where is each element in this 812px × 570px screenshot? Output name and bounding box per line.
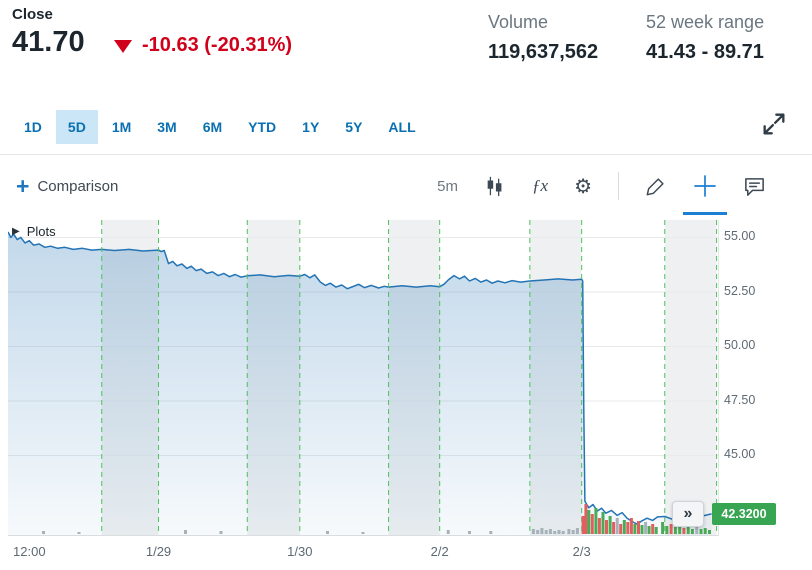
volume-bars <box>42 504 711 534</box>
pencil-icon <box>646 178 664 196</box>
y-tick-label: 52.50 <box>724 283 756 298</box>
tab-1y[interactable]: 1Y <box>302 119 320 135</box>
x-tick-label: 2/3 <box>572 544 591 559</box>
chart-toolbar: + Comparison 5m ƒx ⚙ <box>0 155 812 217</box>
crosshair-icon <box>694 175 716 197</box>
52-week-range-stat: 52 week range 41.43 - 89.71 <box>646 12 764 64</box>
tab-1m[interactable]: 1M <box>111 119 132 135</box>
candlestick-icon <box>487 176 502 197</box>
settings-button[interactable]: ⚙ <box>574 155 592 217</box>
price-change: -10.63 (-20.31%) <box>142 34 293 56</box>
active-tool-underline <box>683 212 727 215</box>
tool-group: 5m ƒx ⚙ <box>437 155 766 217</box>
chart-style-button[interactable] <box>484 155 506 217</box>
gear-icon: ⚙ <box>574 175 592 198</box>
plots-toggle[interactable]: ▶ Plots <box>12 224 56 239</box>
volume-value: 119,637,562 <box>488 41 599 63</box>
close-label: Close <box>12 6 53 23</box>
tab-3m[interactable]: 3M <box>157 119 177 135</box>
header-divider <box>0 154 812 155</box>
range-value: 41.43 - 89.71 <box>646 41 764 63</box>
y-tick-label: 50.00 <box>724 338 756 353</box>
add-comparison-button[interactable]: + Comparison <box>16 173 119 199</box>
x-tick-label: 1/30 <box>287 544 313 559</box>
y-axis-line <box>718 220 719 536</box>
volume-stat: Volume 119,637,562 <box>488 12 598 64</box>
price-down-triangle-icon <box>114 40 132 53</box>
tab-6m[interactable]: 6M <box>202 119 223 135</box>
collapse-triangle-icon: ▶ <box>12 226 20 237</box>
annotation-button[interactable] <box>743 155 766 217</box>
x-tick-label: 12:00 <box>13 544 46 559</box>
plots-label: Plots <box>26 224 56 239</box>
time-range-tabs: 1D 5D 1M 3M 6M YTD 1Y 5Y ALL <box>12 110 428 144</box>
current-price-badge: 42.3200 <box>712 502 776 525</box>
tab-all[interactable]: ALL <box>388 119 416 135</box>
price-chart[interactable] <box>8 220 718 536</box>
y-tick-label: 47.50 <box>724 392 756 407</box>
range-label: 52 week range <box>646 12 765 32</box>
x-tick-label: 1/29 <box>145 544 172 559</box>
fx-icon: ƒx <box>532 176 549 195</box>
plus-icon: + <box>16 173 30 199</box>
y-tick-label: 45.00 <box>724 447 756 462</box>
y-tick-label: 55.00 <box>724 229 756 244</box>
tab-5y[interactable]: 5Y <box>345 119 363 135</box>
last-price: 41.70 <box>12 26 85 58</box>
tab-ytd[interactable]: YTD <box>248 119 277 135</box>
tab-1d[interactable]: 1D <box>24 119 42 135</box>
toolbar-divider <box>618 172 619 200</box>
comparison-label: Comparison <box>37 177 119 195</box>
collapse-panel-button[interactable]: » <box>672 500 704 527</box>
area-series <box>8 231 712 536</box>
session-dividers <box>101 220 718 536</box>
tab-5d[interactable]: 5D <box>55 110 98 144</box>
volume-label: Volume <box>488 12 549 32</box>
x-tick-label: 2/2 <box>430 544 449 559</box>
comment-icon <box>745 177 764 196</box>
draw-button[interactable] <box>645 155 667 217</box>
chart-area: ▶ Plots 12:00 1/29 1/30 2/2 2/3 55.00 52.50 50… <box>0 220 812 570</box>
expand-chart-icon[interactable] <box>760 110 788 138</box>
indicators-button[interactable]: ƒx <box>532 155 548 217</box>
interval-selector[interactable]: 5m <box>437 177 459 195</box>
crosshair-button[interactable] <box>683 155 727 217</box>
